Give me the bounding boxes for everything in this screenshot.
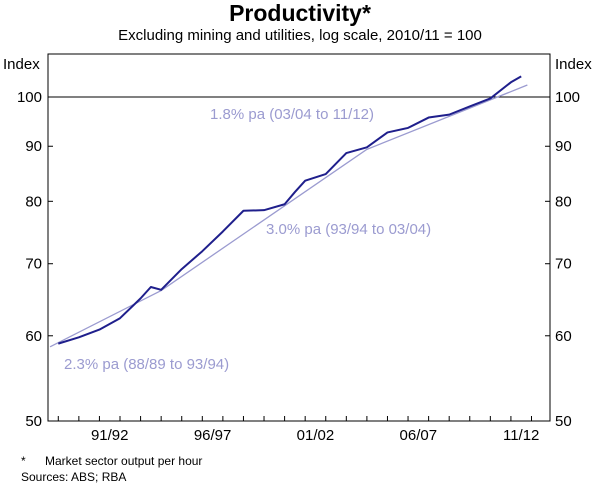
y-tick-label-right: 80 <box>555 193 572 210</box>
y-tick-label-left: 50 <box>25 413 42 430</box>
footnote: * Market sector output per hour <box>21 453 203 469</box>
x-tick-label: 91/92 <box>91 427 129 444</box>
y-tick-label-left: 100 <box>17 89 42 106</box>
annotation-trend-2004-2012: 1.8% pa (03/04 to 11/12) <box>210 106 374 123</box>
footnote-text: Market sector output per hour <box>45 454 203 468</box>
y-tick-label-right: 60 <box>555 328 572 345</box>
x-tick-label: 06/07 <box>400 427 438 444</box>
y-axis-label-right: Index <box>555 56 592 73</box>
y-tick-label-left: 80 <box>25 193 42 210</box>
productivity-line <box>57 75 522 345</box>
x-axis: 91/92 96/97 01/02 06/07 11/12 <box>57 416 539 444</box>
y-tick-label-right: 100 <box>555 89 580 106</box>
chart-subtitle: Excluding mining and utilities, log scal… <box>118 27 482 44</box>
annotation-trend-1989-1994: 2.3% pa (88/89 to 93/94) <box>64 356 229 373</box>
chart-title: Productivity* <box>229 0 371 26</box>
y-tick-label-right: 90 <box>555 138 572 155</box>
plot-frame <box>47 53 551 422</box>
footnote-marker: * <box>21 454 26 468</box>
y-tick-label-left: 70 <box>25 256 42 273</box>
sources-note: Sources: ABS; RBA <box>21 470 127 484</box>
x-tick-label: 01/02 <box>297 427 335 444</box>
trend-line <box>49 84 528 348</box>
x-tick-label: 11/12 <box>503 427 539 444</box>
y-tick-label-left: 90 <box>25 138 42 155</box>
x-tick-label: 96/97 <box>194 427 232 444</box>
y-axis-label-left: Index <box>3 56 40 73</box>
y-tick-label-left: 60 <box>25 328 42 345</box>
y-tick-label-right: 50 <box>555 413 572 430</box>
series-group <box>49 75 528 348</box>
y-tick-label-right: 70 <box>555 256 572 273</box>
y-axis-left: 50 60 70 80 90 100 <box>17 89 53 430</box>
annotation-trend-1994-2004: 3.0% pa (93/94 to 03/04) <box>266 221 431 238</box>
y-axis-right: 50 60 70 80 90 100 <box>545 89 580 430</box>
